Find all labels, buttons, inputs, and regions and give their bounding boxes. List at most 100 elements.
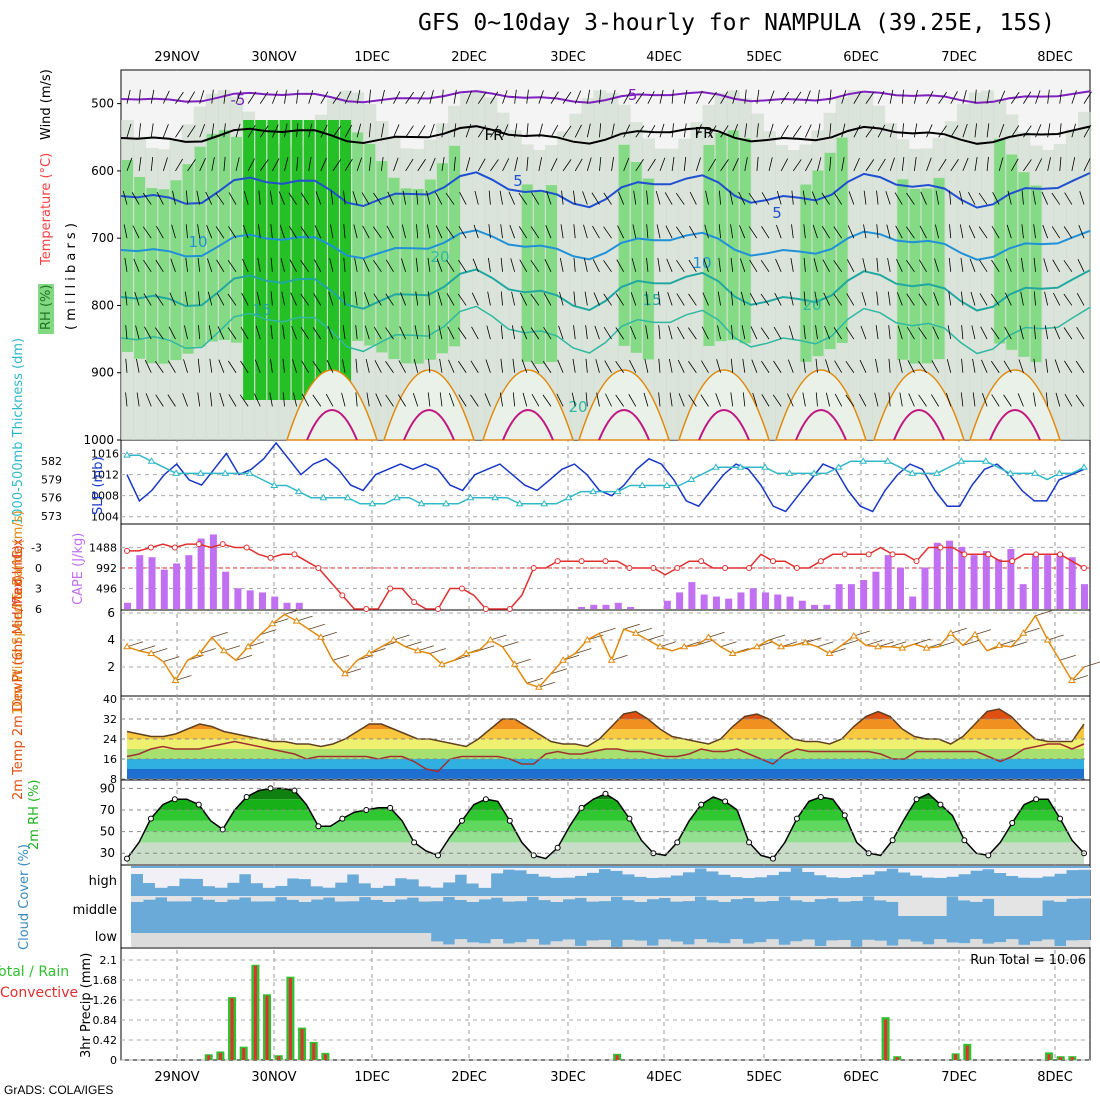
wind-barb [1051,226,1061,239]
wind-barb [402,190,407,205]
rh2m-line-point [841,812,848,819]
wind-barb [301,360,310,373]
cloud-clear-low [1042,939,1055,947]
cloud-clear-high [166,868,180,887]
precip-conv-bar [895,1057,899,1060]
temp-contour-hot [403,409,455,441]
wind-barb [1075,360,1085,373]
wind-barb [865,159,875,172]
thickness-line-point [712,463,720,470]
wind-barb [863,224,867,239]
wind-barb [1035,90,1041,104]
cloud-clear-high [550,868,564,878]
wind-barb [124,291,128,306]
cloud-clear-high [982,868,995,870]
cape-bar [847,584,855,609]
wind-barb [787,359,794,373]
wind-barb [616,259,625,273]
rh2m-line-point [339,815,346,822]
wind-barb [562,159,572,172]
wind-barb [998,90,1006,104]
panel-frame [120,523,1091,611]
ytick-label-slp: 1008 [91,490,119,503]
wind-barb [155,394,164,407]
cloud-clear-middle [574,896,588,898]
wind-barb [1033,358,1036,373]
cloud-clear-middle [730,896,743,900]
cape-bar [173,563,181,609]
cape-bar [209,534,217,609]
wind-barb [695,124,702,138]
wind-barb [284,89,287,104]
wind-barb [531,192,540,205]
ytick-label-precip: 0.42 [93,1034,118,1047]
wind-barb [446,293,455,306]
wind-barb [511,291,516,306]
wind-barb [1004,292,1012,306]
wind-barb [557,359,564,373]
wind-barb [240,326,249,340]
rh-shade-wet [327,120,339,400]
thickness-line-point [319,493,328,501]
wind-barb-10m [126,641,144,648]
wind-barb [198,291,201,306]
thickness-line-point [957,457,966,464]
rh-shade-wet [303,120,315,400]
rh2m-line-point [578,804,585,811]
wind-barb-10m [1047,634,1064,641]
thickness-line-point [270,481,279,489]
cloud-clear-low [922,944,935,947]
wind-barb [1010,125,1020,138]
cloud-clear-middle [706,896,719,901]
rh-shade-moist [1030,185,1042,363]
contour-label: FR [484,126,503,144]
thickness-line-point [343,493,352,501]
wind-barb [688,259,697,273]
wind-barb [187,125,196,138]
wind-barb [373,326,382,340]
wind-barb [343,291,346,306]
wind-barb [1023,125,1032,138]
wind-barb [414,325,419,340]
wind-barb [978,192,988,205]
cape-bar [786,596,794,609]
wind-barb [825,359,830,373]
wind-barb [821,226,830,239]
wind-barb [1010,91,1020,104]
wind-barb [1075,394,1085,407]
wind-barb [617,225,625,239]
wind-barb [829,89,832,104]
ytick-label-rh: 50 [100,825,115,839]
wind-barb [1079,191,1085,205]
wind-barb [667,292,673,306]
cloud-clear-low [874,940,887,947]
wind10m-line-point [728,649,737,656]
cloud-clear-middle [238,896,252,898]
wind-barb [1053,292,1061,306]
rh-shade-moist [533,189,545,364]
wind-barb [289,259,297,273]
lifted-index-line-point [243,544,250,551]
wind-barb [354,257,358,272]
wind-barb [556,393,564,407]
cloud-clear-low [382,933,396,947]
rh-shade [787,149,801,440]
wind-barb-10m [1059,654,1076,661]
wind-barb [538,157,543,171]
wind-barb [167,360,176,373]
wind-barb [744,123,748,138]
wind-barb [562,91,572,104]
wind-barb [974,157,978,171]
wind-barb-10m [575,648,592,654]
wind-barb [829,156,832,171]
wind-barb [206,225,213,239]
wind-barb [399,326,406,340]
wind-barb [1010,158,1019,172]
wind-barb [760,327,770,340]
wind-barb [671,156,675,171]
rh-shade-moist [206,133,218,342]
wind-barb [742,392,746,407]
wind-barb-10m [999,640,1016,646]
wind-barb [935,190,940,205]
wind-barb [1064,393,1073,407]
